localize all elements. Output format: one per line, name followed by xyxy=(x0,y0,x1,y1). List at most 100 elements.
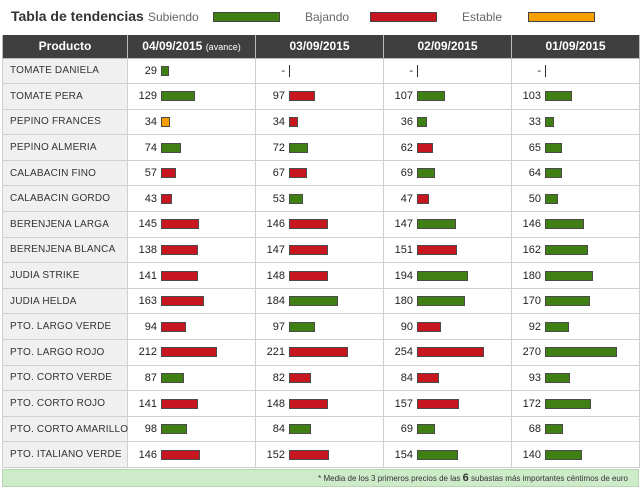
price-cell: 84 xyxy=(255,415,384,443)
price-cell: 148 xyxy=(255,390,384,417)
price-cell: 98 xyxy=(127,415,256,443)
price-cell: 97 xyxy=(255,313,384,341)
trend-bar-up xyxy=(289,296,338,307)
footnote-text-after: subastas más importantes céntimos de eur… xyxy=(471,474,628,483)
price-cell: 141 xyxy=(127,390,256,417)
price-value: 146 xyxy=(522,218,541,231)
trend-bar-up xyxy=(289,424,311,435)
price-cell: 97 xyxy=(255,83,384,110)
legend-down-swatch xyxy=(370,12,437,22)
trend-bar-down xyxy=(161,347,217,358)
price-cell: 163 xyxy=(127,287,256,315)
trend-bar-up xyxy=(161,142,181,153)
price-value: 138 xyxy=(138,243,157,256)
price-cell: 93 xyxy=(511,364,640,392)
price-value: 163 xyxy=(138,295,157,308)
price-value: 36 xyxy=(400,115,413,128)
trend-bar-up xyxy=(289,142,308,153)
price-value: 145 xyxy=(138,218,157,231)
trend-bar-up xyxy=(417,91,445,102)
price-value: 34 xyxy=(144,115,157,128)
price-cell: 170 xyxy=(511,287,640,315)
price-cell: 172 xyxy=(511,390,640,417)
price-cell: 69 xyxy=(383,415,512,443)
price-cell: 254 xyxy=(383,339,512,366)
price-value: 107 xyxy=(394,90,413,103)
price-cell: 152 xyxy=(255,441,384,468)
col-header-date-4: 01/09/2015 xyxy=(511,35,640,59)
table-row: TOMATE DANIELA 29 - - - xyxy=(2,57,640,85)
price-value: 50 xyxy=(528,192,541,205)
product-name: PTO. ITALIANO VERDE xyxy=(2,441,128,468)
trend-bar-up xyxy=(417,219,456,230)
price-value: - xyxy=(281,64,285,77)
price-value: 87 xyxy=(144,371,157,384)
price-value: 53 xyxy=(272,192,285,205)
table-row: CALABACIN FINO 57 67 69 64 xyxy=(2,159,640,187)
price-cell: 270 xyxy=(511,339,640,366)
trend-bar-up xyxy=(417,168,435,179)
price-value: 180 xyxy=(522,269,541,282)
trend-bar-down xyxy=(161,168,176,179)
price-cell: 162 xyxy=(511,236,640,264)
trend-bar-up xyxy=(161,424,187,435)
price-value: 84 xyxy=(272,423,285,436)
trend-table: Producto 04/09/2015 (avance) 03/09/2015 … xyxy=(2,35,640,468)
table-row: JUDIA HELDA 163 184 180 170 xyxy=(2,287,640,315)
price-cell: 145 xyxy=(127,211,256,238)
product-name: JUDIA STRIKE xyxy=(2,262,128,289)
price-value: 152 xyxy=(266,448,285,461)
price-cell: - xyxy=(255,57,384,85)
price-value: 97 xyxy=(272,320,285,333)
price-value: 98 xyxy=(144,423,157,436)
no-data-marker xyxy=(417,64,418,77)
price-cell: 157 xyxy=(383,390,512,417)
table-row: BERENJENA LARGA 145 146 147 146 xyxy=(2,211,640,238)
price-cell: 146 xyxy=(127,441,256,468)
trend-bar-up xyxy=(545,116,554,127)
price-value: 43 xyxy=(144,192,157,205)
trend-bar-up xyxy=(545,244,588,255)
price-value: 180 xyxy=(394,295,413,308)
table-row: CALABACIN GORDO 43 53 47 50 xyxy=(2,185,640,213)
product-name: CALABACIN FINO xyxy=(2,159,128,187)
price-value: 147 xyxy=(394,218,413,231)
price-value: 62 xyxy=(400,141,413,154)
trend-bar-down xyxy=(161,270,198,281)
trend-bar-up xyxy=(545,398,591,409)
trend-bar-down xyxy=(289,449,329,460)
price-value: 140 xyxy=(522,448,541,461)
price-cell: 64 xyxy=(511,159,640,187)
trend-bar-down xyxy=(289,91,315,102)
price-cell: 36 xyxy=(383,108,512,136)
col-header-date-1-label: 04/09/2015 xyxy=(142,39,203,54)
price-value: 157 xyxy=(394,397,413,410)
trend-bar-up xyxy=(545,142,562,153)
product-name: PEPINO FRANCES xyxy=(2,108,128,136)
price-value: 146 xyxy=(138,448,157,461)
price-cell: 87 xyxy=(127,364,256,392)
price-value: 67 xyxy=(272,167,285,180)
price-value: 141 xyxy=(138,269,157,282)
trend-bar-up xyxy=(545,372,570,383)
product-name: BERENJENA LARGA xyxy=(2,211,128,238)
product-name: PTO. CORTO AMARILLO xyxy=(2,415,128,443)
price-value: 221 xyxy=(266,346,285,359)
trend-bar-up xyxy=(417,296,465,307)
price-value: 84 xyxy=(400,371,413,384)
trend-bar-up xyxy=(417,116,427,127)
price-cell: 147 xyxy=(383,211,512,238)
table-row: JUDIA STRIKE 141 148 194 180 xyxy=(2,262,640,289)
price-value: 33 xyxy=(528,115,541,128)
price-cell: 180 xyxy=(511,262,640,289)
trend-bar-up xyxy=(417,270,468,281)
table-row: PEPINO ALMERIA 74 72 62 65 xyxy=(2,134,640,161)
price-value: - xyxy=(537,64,541,77)
trend-bar-down xyxy=(289,116,298,127)
price-value: 103 xyxy=(522,90,541,103)
col-header-date-2: 03/09/2015 xyxy=(255,35,384,59)
product-name: PTO. CORTO VERDE xyxy=(2,364,128,392)
price-cell: 212 xyxy=(127,339,256,366)
price-value: 69 xyxy=(400,423,413,436)
table-row: TOMATE PERA 129 97 107 103 xyxy=(2,83,640,110)
